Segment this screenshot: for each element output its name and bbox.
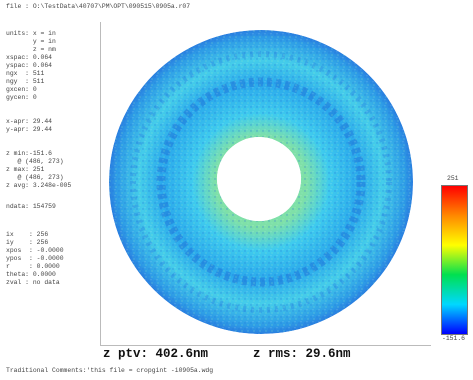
ndata: ndata: 154759 [6,203,56,210]
units-z: z = nm [6,46,56,53]
file-path-label: file : O:\TestData\40707\PM\OPT\090515\0… [6,3,191,10]
stats-line: z ptv: 402.6nm z rms: 29.6nm [103,347,351,361]
z-max-location: @ (486, 273) [6,174,64,181]
param-gxcen: gxcen: 0 [6,86,37,93]
z-avg: z avg: 3.248e-005 [6,182,72,189]
spacing-group: xspac: 0.064 yspac: 0.064 ngx : 511 ngy … [6,54,98,102]
colorbar-min-label: -151.6 [442,335,466,342]
cursor-ypos: ypos : -0.0000 [6,255,64,262]
surface-height-map[interactable] [106,27,420,341]
comments-line: Traditional Comments:'this file = cropgi… [6,367,214,374]
cursor-xpos: xpos : -0.0000 [6,247,64,254]
param-gycen: gycen: 0 [6,94,37,101]
colorbar-max-label: 251 [447,175,459,182]
param-xspac: xspac: 0.064 [6,54,53,61]
param-ngx: ngx : 511 [6,70,45,77]
cursor-group: ix : 256 iy : 256 xpos : -0.0000 ypos : … [6,231,98,287]
plot-frame [100,22,431,346]
ptv-value: z ptv: 402.6nm [103,347,209,361]
z-min: z min:-151.6 [6,150,53,157]
cursor-theta: theta: 0.0000 [6,271,56,278]
cursor-ix: ix : 256 [6,231,49,238]
aperture-group: x-apr: 29.44 y-apr: 29.44 [6,118,98,134]
z-stats-group: z min:-151.6 @ (486, 273) z max: 251 @ (… [6,150,98,190]
param-y-apr: y-apr: 29.44 [6,126,53,133]
colorbar [441,185,468,335]
param-x-apr: x-apr: 29.44 [6,118,53,125]
ndata-group: ndata: 154759 [6,203,98,211]
param-ngy: ngy : 511 [6,78,45,85]
z-max: z max: 251 [6,166,45,173]
z-min-location: @ (486, 273) [6,158,64,165]
units-group: units: x = in y = in z = nm [6,30,98,54]
center-hole [217,137,301,221]
cursor-iy: iy : 256 [6,239,49,246]
cursor-r: r : 0.0000 [6,263,60,270]
units-x: units: x = in [6,30,56,37]
units-y: y = in [6,38,56,45]
rms-value: z rms: 29.6nm [253,347,351,361]
parameter-panel: units: x = in y = in z = nm xspac: 0.064… [6,30,98,300]
param-yspac: yspac: 0.064 [6,62,53,69]
cursor-zval: zval : no data [6,279,60,286]
